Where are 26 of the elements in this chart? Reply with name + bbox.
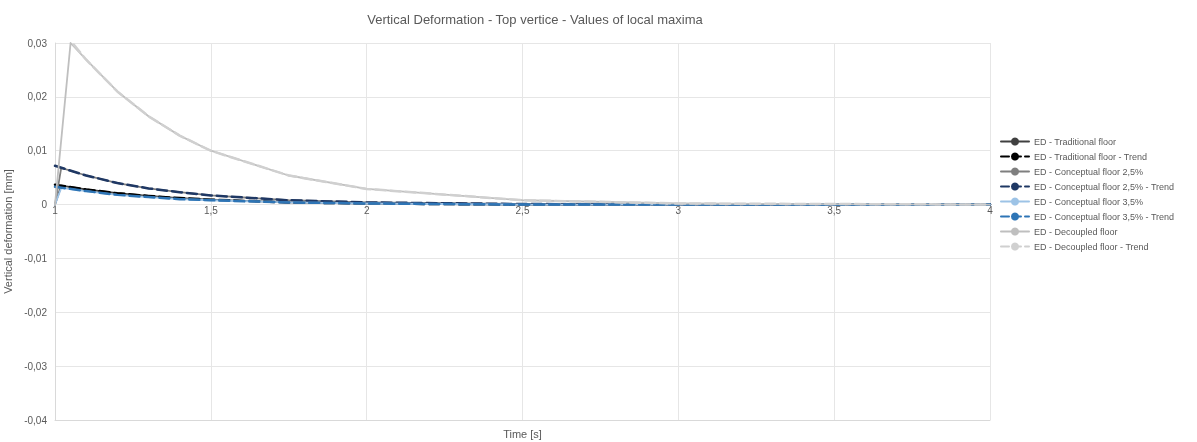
legend-label: ED - Traditional floor [1034,136,1117,147]
y-tick-label: -0,01 [24,252,48,264]
x-axis-title: Time [s] [503,427,542,440]
x-tick-label: 3,5 [827,204,842,216]
y-axis-title: Vertical deformation [mm] [1,169,14,294]
y-tick-label: -0,03 [24,360,48,372]
y-tick-label: 0,02 [27,91,48,103]
x-tick-label: 2,5 [515,204,530,216]
x-tick-label: 3 [675,204,682,216]
y-tick-label: -0,04 [24,414,48,426]
x-tick-label: 2 [363,204,370,216]
legend-label: ED - Conceptual floor 3,5% [1034,196,1144,207]
legend-label: ED - Decoupled floor - Trend [1034,241,1149,252]
legend-label: ED - Traditional floor - Trend [1034,151,1148,162]
x-tick-label: 1 [52,204,59,216]
chart-title: Vertical Deformation - Top vertice - Values of local maxima [367,12,704,27]
x-tick-label: 1,5 [203,204,219,216]
legend-label: ED - Decoupled floor [1034,226,1118,237]
legend-label: ED - Conceptual floor 2,5% - Trend [1034,181,1175,192]
y-tick-label: 0 [41,199,48,211]
legend-label: ED - Conceptual floor 3,5% - Trend [1034,211,1175,222]
y-tick-label: -0,02 [24,306,48,318]
y-tick-label: 0,01 [27,145,48,157]
y-tick-label: 0,03 [27,37,48,49]
legend-label: ED - Conceptual floor 2,5% [1034,166,1144,177]
x-tick-label: 4 [987,204,994,216]
